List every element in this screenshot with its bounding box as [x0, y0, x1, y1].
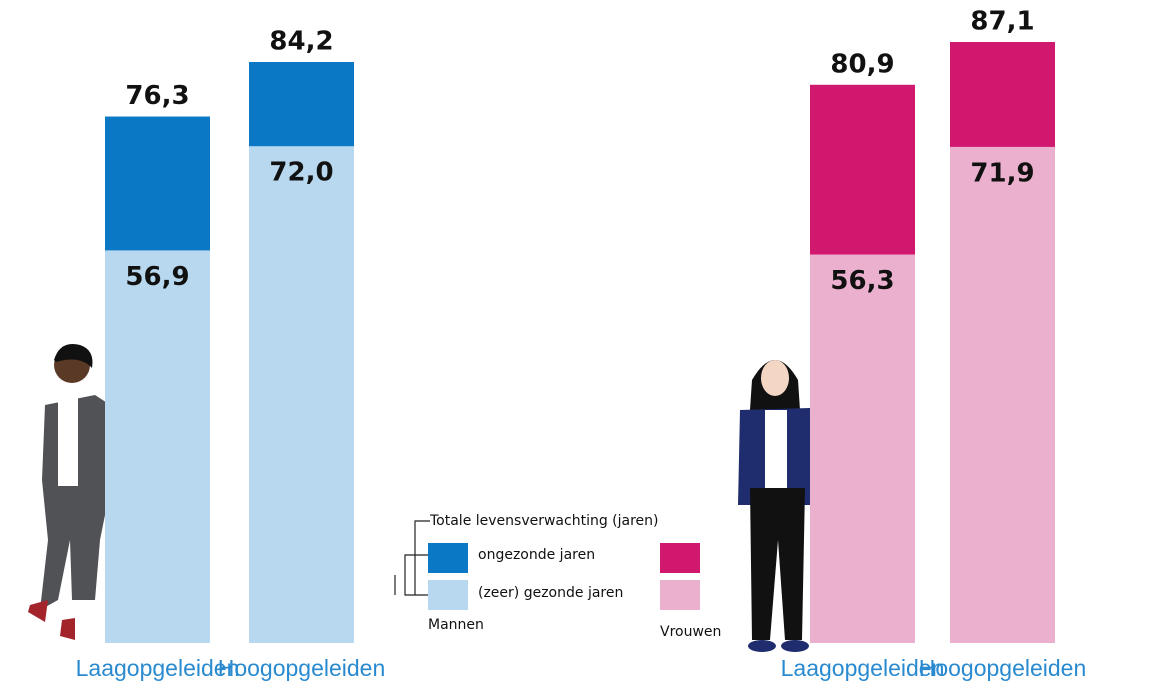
value-label: 80,9 — [830, 49, 894, 79]
bar-healthy — [105, 250, 210, 643]
legend-swatch — [660, 543, 700, 573]
value-label: 56,9 — [125, 262, 189, 292]
legend-swatch — [428, 580, 468, 610]
legend-title: Totale levensverwachting (jaren) — [429, 513, 659, 529]
legend: Totale levensverwachting (jaren) ongezon… — [394, 513, 659, 601]
bar-healthy — [950, 146, 1055, 643]
legend-swatch — [660, 580, 700, 610]
value-label: 56,3 — [830, 266, 894, 296]
x-tick-label: Hoogopgeleiden — [218, 655, 386, 681]
value-label: 71,9 — [970, 158, 1034, 188]
value-label: 87,1 — [970, 7, 1034, 37]
x-tick-label: Laagopgeleiden — [76, 655, 240, 681]
value-label: 72,0 — [269, 158, 333, 188]
value-label: 76,3 — [125, 81, 189, 111]
legend-label: ongezonde jaren — [478, 547, 595, 563]
group-name: Vrouwen — [660, 624, 721, 640]
x-tick-label: Laagopgeleiden — [781, 655, 945, 681]
value-label: 84,2 — [269, 27, 333, 57]
bar-healthy — [810, 254, 915, 643]
group-name: Mannen — [428, 617, 484, 633]
legend-label: (zeer) gezonde jaren — [478, 585, 623, 601]
woman-figure — [738, 360, 815, 652]
x-tick-label: Hoogopgeleiden — [919, 655, 1087, 681]
man-figure — [28, 344, 120, 640]
legend-swatch — [428, 543, 468, 573]
bar-healthy — [249, 146, 354, 643]
